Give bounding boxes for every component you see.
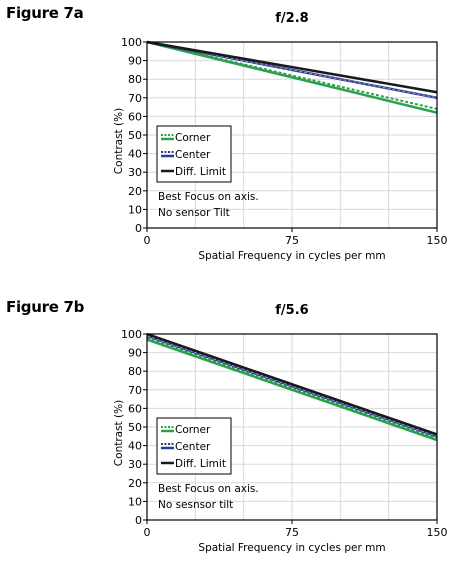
x-tick-label: 150	[427, 234, 448, 247]
y-tick-label: 0	[135, 222, 142, 235]
y-tick-label: 50	[128, 421, 142, 434]
y-tick-label: 70	[128, 384, 142, 397]
mtf-chart-f56: f/5.6 0 10 20 30 40 50 60 70 80 90 100 0 75 150 Spatial…	[113, 303, 448, 554]
series-line-center-dash	[146, 335, 438, 437]
x-tick-label: 0	[144, 234, 151, 247]
y-tick-label: 90	[128, 55, 142, 68]
y-tick-label: 90	[128, 347, 142, 360]
y-tick-label: 80	[128, 365, 142, 378]
y-tick-label: 40	[128, 148, 142, 161]
legend-entry-label: Corner	[175, 424, 211, 436]
chart-title: f/2.8	[275, 11, 308, 26]
chart-annotation: Best Focus on axis.	[158, 191, 259, 203]
figure-7b-label: Figure 7b	[6, 298, 85, 316]
series-line-corner-solid	[146, 338, 438, 442]
chart-annotation: No sesnsor tilt	[158, 499, 233, 511]
y-tick-label: 20	[128, 185, 142, 198]
series-line-center-dash	[146, 41, 438, 99]
legend-entry-label: Center	[175, 149, 211, 161]
y-tick-label: 40	[128, 440, 142, 453]
legend-entry-label: Corner	[175, 132, 211, 144]
x-axis-label: Spatial Frequency in cycles per mm	[198, 250, 385, 262]
y-tick-label: 30	[128, 166, 142, 179]
y-tick-label: 30	[128, 458, 142, 471]
y-tick-label: 50	[128, 129, 142, 142]
series-line-diff-limit	[146, 332, 438, 436]
mtf-chart-f28: f/2.8 0 10 20 30 40 50 60 70 80 90 100 0 75 150 Spatial…	[113, 11, 448, 262]
y-tick-label: 80	[128, 73, 142, 86]
y-tick-label: 10	[128, 495, 142, 508]
series-line-corner-solid	[146, 40, 438, 114]
y-tick-label: 100	[121, 328, 142, 341]
x-tick-label: 0	[144, 526, 151, 539]
y-tick-label: 20	[128, 477, 142, 490]
series-line-diff-limit	[146, 40, 438, 94]
y-tick-label: 60	[128, 402, 142, 415]
chart-panel-f56: f/5.6 0 10 20 30 40 50 60 70 80 90 100 0 75 150 Spatial…	[0, 292, 454, 562]
chart-annotation: No sensor Tilt	[158, 207, 230, 219]
x-tick-label: 75	[285, 526, 299, 539]
y-tick-label: 0	[135, 514, 142, 527]
figure-7a-label: Figure 7a	[6, 4, 84, 22]
y-axis-label: Contrast (%)	[113, 108, 125, 174]
legend-entry-label: Center	[175, 441, 211, 453]
legend-entry-label: Diff. Limit	[175, 458, 226, 470]
y-tick-label: 70	[128, 92, 142, 105]
chart-panel-f28: f/2.8 0 10 20 30 40 50 60 70 80 90 100 0 75 150 Spatial…	[0, 0, 454, 270]
x-tick-label: 150	[427, 526, 448, 539]
series-line-corner-dashed	[146, 336, 438, 440]
y-axis-label: Contrast (%)	[113, 400, 125, 466]
chart-annotation: Best Focus on axis.	[158, 483, 259, 495]
x-axis-label: Spatial Frequency in cycles per mm	[198, 542, 385, 554]
chart-title: f/5.6	[275, 303, 308, 318]
y-tick-label: 10	[128, 203, 142, 216]
legend-entry-label: Diff. Limit	[175, 166, 226, 178]
y-tick-label: 100	[121, 36, 142, 49]
x-tick-label: 75	[285, 234, 299, 247]
y-tick-label: 60	[128, 110, 142, 123]
